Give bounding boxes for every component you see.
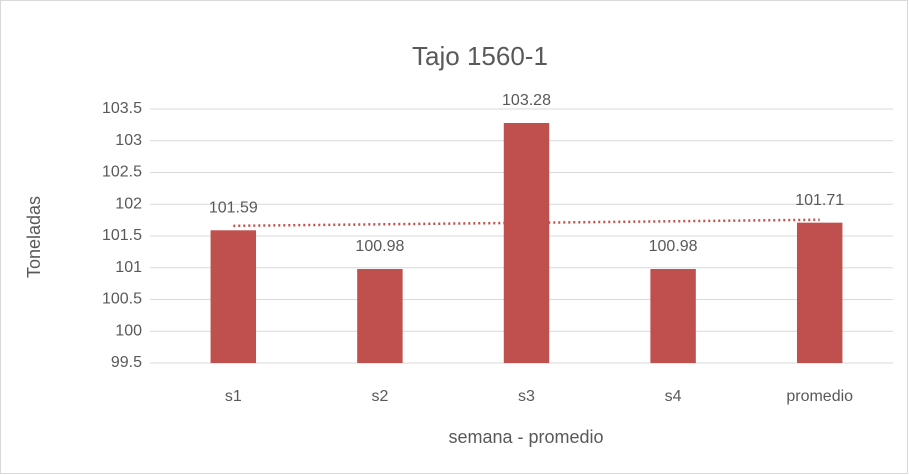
x-tick-label: s3 — [518, 388, 535, 405]
x-tick-label: promedio — [786, 388, 853, 405]
x-tick-label: s1 — [225, 388, 242, 405]
y-tick-label: 99.5 — [111, 354, 142, 371]
data-label: 100.98 — [355, 238, 404, 255]
data-label: 101.59 — [209, 200, 258, 217]
x-tick-label: s4 — [665, 388, 682, 405]
bar — [357, 269, 403, 363]
x-axis-label: semana - promedio — [448, 427, 603, 447]
y-tick-label: 100 — [115, 322, 142, 339]
data-label: 100.98 — [649, 238, 698, 255]
data-label: 103.28 — [502, 92, 551, 109]
y-tick-label: 100.5 — [102, 291, 142, 308]
y-tick-label: 101.5 — [102, 227, 142, 244]
y-tick-label: 103.5 — [102, 100, 142, 117]
y-axis-label: Toneladas — [24, 196, 44, 278]
bar — [796, 222, 843, 363]
x-tick-label: s2 — [371, 388, 388, 405]
y-tick-label: 102 — [115, 195, 142, 212]
data-label: 101.71 — [795, 192, 844, 209]
y-tick-label: 101 — [115, 259, 142, 276]
bar — [503, 122, 550, 363]
y-tick-label: 103 — [115, 132, 142, 149]
chart-title: Tajo 1560-1 — [412, 41, 548, 71]
y-tick-label: 102.5 — [102, 164, 142, 181]
bar — [210, 230, 257, 363]
bar — [650, 269, 696, 363]
